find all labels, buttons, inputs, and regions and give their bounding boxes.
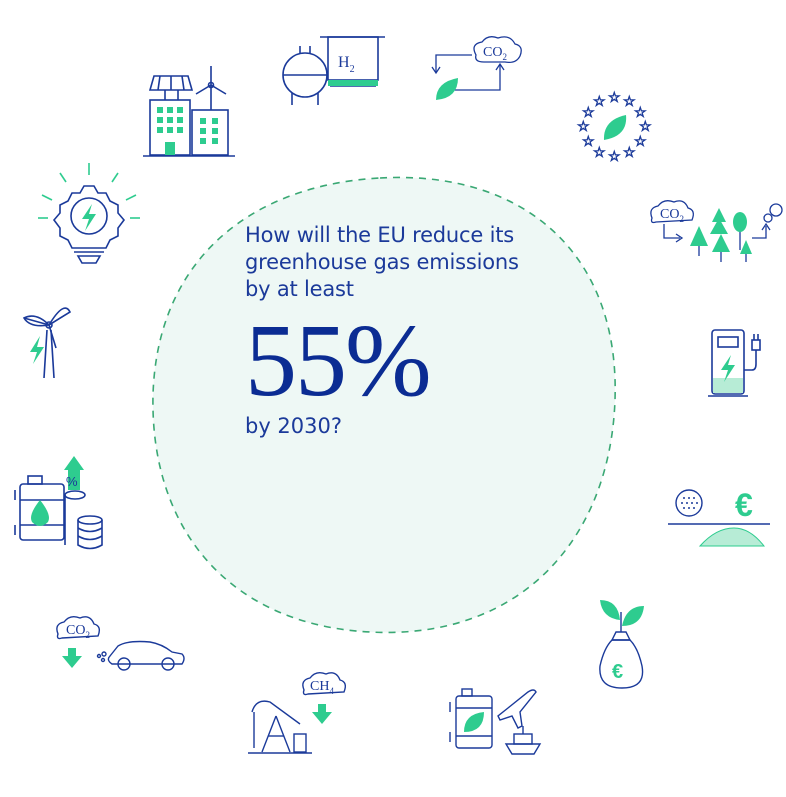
transport-fuel-icon bbox=[449, 688, 542, 755]
eu-leaf bbox=[603, 115, 627, 140]
money-bag-leaf-left bbox=[600, 600, 620, 620]
building-windows bbox=[157, 107, 218, 155]
fuel-tank-icon bbox=[14, 475, 103, 550]
svg-text:☆: ☆ bbox=[639, 118, 652, 134]
question-line-1: How will the EU reduce its bbox=[245, 223, 514, 247]
smart-bulb-icon bbox=[52, 185, 126, 264]
svg-text:☆: ☆ bbox=[623, 93, 636, 109]
svg-text:☆: ☆ bbox=[608, 148, 621, 164]
percent-badge: % bbox=[66, 474, 78, 489]
money-bag-icon bbox=[599, 612, 644, 689]
green-building-icon bbox=[143, 66, 235, 157]
ev-charger-bolt bbox=[721, 355, 735, 382]
transport-leaf bbox=[464, 712, 484, 732]
car-down-arrow bbox=[62, 648, 82, 668]
smart-bulb-rays bbox=[38, 163, 140, 219]
target-year: by 2030? bbox=[245, 414, 343, 438]
svg-text:☆: ☆ bbox=[634, 104, 647, 120]
forest-co2-label: CO2 bbox=[660, 207, 684, 224]
target-percent: 55% bbox=[245, 303, 432, 418]
svg-text:☆: ☆ bbox=[623, 144, 636, 160]
balance-euro: € bbox=[735, 487, 753, 523]
ev-charger-fill bbox=[713, 378, 743, 393]
money-bag-euro: € bbox=[612, 661, 623, 683]
wind-turbine-bolt bbox=[30, 336, 44, 364]
wind-turbine-icon bbox=[22, 307, 72, 379]
money-bag-leaf-right bbox=[622, 606, 644, 626]
co2-cycle-leaf bbox=[436, 78, 458, 100]
hydrogen-tank-base bbox=[328, 80, 378, 86]
co2-cycle-icon bbox=[431, 36, 522, 91]
percent-up-arrow-icon: % bbox=[64, 456, 84, 490]
center-circle bbox=[152, 176, 616, 634]
svg-text:☆: ☆ bbox=[634, 133, 647, 149]
ch4-down-arrow bbox=[312, 704, 332, 724]
smart-bulb-bolt bbox=[82, 204, 96, 231]
forest-trees bbox=[690, 208, 752, 254]
balance-dots bbox=[681, 497, 698, 509]
svg-text:☆: ☆ bbox=[593, 93, 606, 109]
h2-label: H2 bbox=[338, 54, 355, 75]
svg-text:☆: ☆ bbox=[608, 89, 621, 105]
car-co2-label: CO2 bbox=[66, 623, 90, 640]
balance-scale-icon bbox=[668, 489, 770, 525]
svg-text:☆: ☆ bbox=[582, 133, 595, 149]
question-line-3: by at least bbox=[245, 277, 354, 301]
fuel-tank-drop bbox=[31, 500, 49, 526]
hydrogen-tank-icon bbox=[282, 36, 385, 105]
ch4-label: CH4 bbox=[310, 679, 334, 696]
forest-trunks bbox=[720, 252, 747, 262]
car-emissions-icon bbox=[56, 615, 185, 671]
oil-pump-icon bbox=[248, 671, 347, 754]
svg-text:☆: ☆ bbox=[577, 118, 590, 134]
co2-cycle-label: CO2 bbox=[483, 45, 507, 62]
center-question: How will the EU reduce its greenhouse ga… bbox=[245, 222, 565, 439]
ev-charger-icon bbox=[708, 329, 761, 397]
forest-co2-icon bbox=[650, 200, 783, 256]
question-line-2: greenhouse gas emissions bbox=[245, 250, 519, 274]
balance-base bbox=[698, 527, 766, 547]
svg-text:☆: ☆ bbox=[582, 104, 595, 120]
eu-stars-icon: ☆ ☆ ☆ ☆ ☆ ☆ ☆ ☆ ☆ ☆ ☆ ☆ bbox=[577, 89, 652, 165]
svg-text:☆: ☆ bbox=[593, 144, 606, 160]
